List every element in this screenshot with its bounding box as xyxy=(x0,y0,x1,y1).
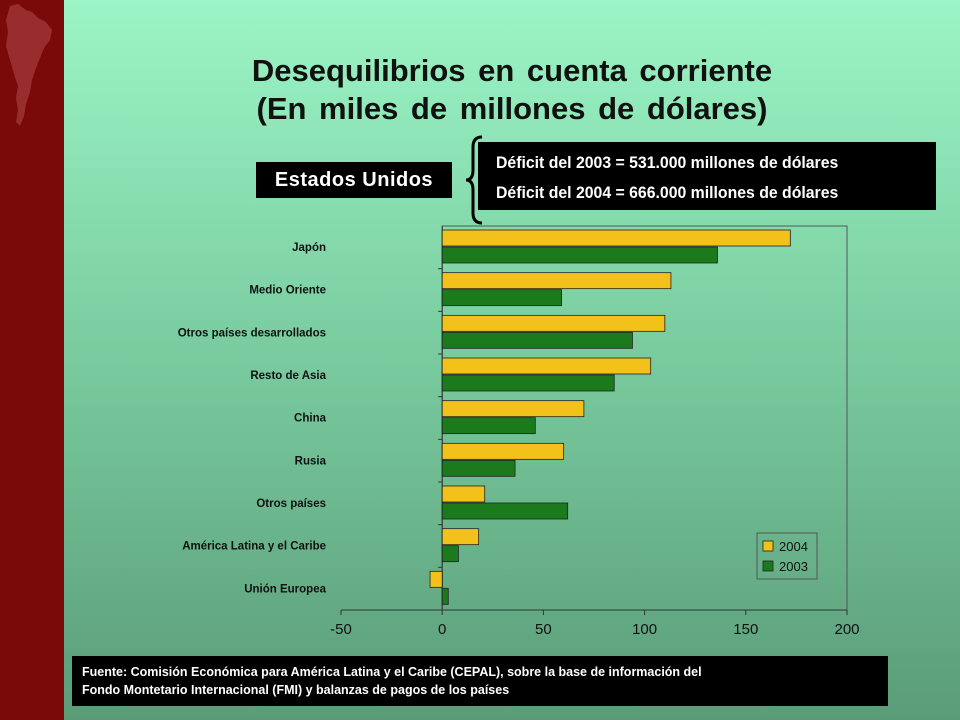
title-line-1: Desequilibrios en cuenta corriente xyxy=(251,53,773,88)
x-tick-label: 200 xyxy=(834,621,859,638)
deficit-2003-text: Déficit del 2003 = 531.000 millones de d… xyxy=(496,153,839,172)
bar-2004 xyxy=(441,528,480,546)
bar-2003 xyxy=(441,246,718,264)
deficit-2004-text: Déficit del 2004 = 666.000 millones de d… xyxy=(496,183,839,202)
bar-2003 xyxy=(441,374,615,392)
source-line-2: Fondo Montetario Internacional (FMI) y b… xyxy=(82,683,510,697)
source-line-1: Fuente: Comisión Económica para América … xyxy=(82,665,702,679)
bar-2004 xyxy=(441,314,666,332)
category-label: Otros países desarrollados xyxy=(178,327,326,339)
sidebar-bar xyxy=(0,0,64,720)
category-label: Japón xyxy=(292,242,326,254)
chart-bars xyxy=(429,229,791,605)
curly-brace-icon xyxy=(465,135,483,225)
bar-2003 xyxy=(441,417,536,435)
category-label: Resto de Asia xyxy=(250,370,326,382)
bar-2003 xyxy=(441,459,516,477)
x-tick-label: 0 xyxy=(438,621,446,638)
legend-swatch xyxy=(762,540,774,552)
x-tick-label: 50 xyxy=(535,621,552,638)
category-label: América Latina y el Caribe xyxy=(182,541,326,553)
bar-2004 xyxy=(441,485,486,503)
source-note-box: Fuente: Comisión Económica para América … xyxy=(72,656,888,706)
legend-label: 2003 xyxy=(779,559,808,574)
bar-2004 xyxy=(429,570,443,588)
x-tick-label: -50 xyxy=(330,621,352,638)
deficit-info-box: Déficit del 2003 = 531.000 millones de d… xyxy=(478,142,936,210)
title-line-2: (En miles de millones de dólares) xyxy=(256,91,768,126)
category-label: Unión Europea xyxy=(244,583,326,595)
category-label: China xyxy=(294,413,327,425)
bar-2004 xyxy=(441,272,672,290)
legend-frame xyxy=(756,532,818,580)
chart-legend: 2004 2003 xyxy=(756,532,818,580)
x-tick-label: 150 xyxy=(733,621,758,638)
bar-2004 xyxy=(441,357,652,375)
x-tick-label: 100 xyxy=(632,621,657,638)
category-label: Medio Oriente xyxy=(249,285,326,297)
bar-chart: Japón Medio Oriente Otros países desarroll… xyxy=(178,225,860,638)
chart-category-labels: Japón Medio Oriente Otros países desarroll… xyxy=(178,242,327,595)
bar-2003 xyxy=(441,587,449,605)
bar-2003 xyxy=(441,331,633,349)
page-title: Desequilibrios en cuenta corriente (En m… xyxy=(64,52,960,128)
bar-2003 xyxy=(441,289,563,307)
bar-2004 xyxy=(441,229,791,247)
bar-2004 xyxy=(441,442,565,460)
category-label: Otros países xyxy=(256,498,326,510)
bar-2004 xyxy=(441,400,585,418)
bar-2003 xyxy=(441,502,569,520)
legend-label: 2004 xyxy=(779,539,808,554)
south-america-map-icon xyxy=(6,4,52,126)
bar-2003 xyxy=(441,545,459,563)
country-label-box: Estados Unidos xyxy=(256,162,452,198)
category-label: Rusia xyxy=(295,455,327,467)
legend-swatch xyxy=(762,560,774,572)
chart-tick-labels: -50 0 50 100 150 200 xyxy=(330,621,859,638)
